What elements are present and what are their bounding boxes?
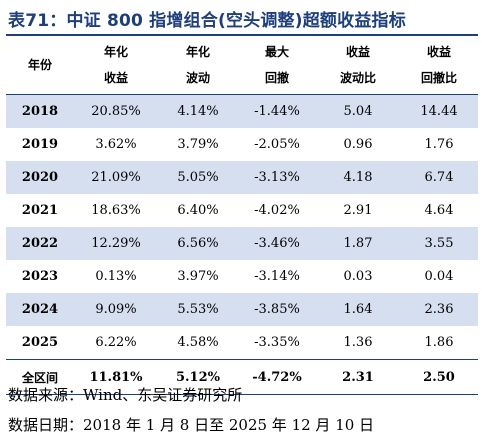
cell-total-annual-return: 11.81% bbox=[74, 359, 158, 395]
cell-return-drawdown-ratio: 4.64 bbox=[424, 203, 454, 218]
cell-annual-return: 21.09% bbox=[74, 161, 158, 194]
table-row: 2025 6.22% 4.58% -3.35% 1.36 1.86 bbox=[6, 326, 478, 360]
table-row: 2022 12.29% 6.56% -3.46% 1.87 3.55 bbox=[6, 227, 478, 260]
cell-return-volatility-ratio: 1.87 bbox=[316, 227, 400, 260]
header-annual-return: 年化 收益 bbox=[74, 36, 158, 95]
cell-max-drawdown: -3.46% bbox=[238, 227, 316, 260]
cell-annual-volatility: 3.97% bbox=[177, 269, 219, 284]
cell-return-volatility-ratio: 4.18 bbox=[316, 161, 400, 194]
table-row: 2020 21.09% 5.05% -3.13% 4.18 6.74 bbox=[6, 161, 478, 194]
header-year: 年份 bbox=[6, 36, 74, 95]
header-annual-return-line1: 年化 bbox=[103, 45, 128, 59]
cell-annual-volatility: 4.14% bbox=[158, 94, 238, 128]
cell-total-return-volatility-ratio: 2.31 bbox=[316, 359, 400, 395]
cell-annual-return: 0.13% bbox=[95, 269, 137, 284]
cell-year: 2025 bbox=[21, 335, 59, 350]
header-return-volatility-ratio: 收益 波动比 bbox=[316, 36, 400, 95]
top-rule bbox=[6, 34, 478, 36]
cell-return-volatility-ratio: 1.64 bbox=[316, 293, 400, 326]
cell-annual-volatility: 6.56% bbox=[158, 227, 238, 260]
header-max-drawdown: 最大 回撤 bbox=[238, 36, 316, 95]
cell-year: 2020 bbox=[6, 161, 74, 194]
cell-return-drawdown-ratio: 0.04 bbox=[424, 269, 454, 284]
table-row: 2021 18.63% 6.40% -4.02% 2.91 4.64 bbox=[6, 194, 478, 227]
header-annual-return-line2: 收益 bbox=[103, 71, 128, 85]
cell-return-volatility-ratio: 5.04 bbox=[316, 94, 400, 128]
header-return-volatility-ratio-line1: 收益 bbox=[345, 45, 370, 59]
cell-return-volatility-ratio: 0.96 bbox=[343, 137, 373, 152]
cell-return-drawdown-ratio: 2.36 bbox=[400, 293, 478, 326]
cell-return-drawdown-ratio: 14.44 bbox=[400, 94, 478, 128]
cell-annual-volatility: 6.40% bbox=[177, 203, 219, 218]
cell-annual-volatility: 5.05% bbox=[158, 161, 238, 194]
cell-total-max-drawdown: -4.72% bbox=[238, 359, 316, 395]
cell-annual-return: 12.29% bbox=[74, 227, 158, 260]
cell-year: 2024 bbox=[6, 293, 74, 326]
cell-annual-return: 9.09% bbox=[74, 293, 158, 326]
cell-max-drawdown: -3.13% bbox=[238, 161, 316, 194]
cell-total-annual-volatility: 5.12% bbox=[158, 359, 238, 395]
cell-return-drawdown-ratio: 3.55 bbox=[400, 227, 478, 260]
cell-max-drawdown: -1.44% bbox=[238, 94, 316, 128]
cell-max-drawdown: -4.02% bbox=[254, 203, 300, 218]
header-max-drawdown-line2: 回撤 bbox=[264, 71, 289, 85]
cell-return-volatility-ratio: 2.91 bbox=[343, 203, 373, 218]
cell-year: 2019 bbox=[21, 137, 59, 152]
cell-return-volatility-ratio: 0.03 bbox=[343, 269, 373, 284]
cell-year: 2018 bbox=[6, 94, 74, 128]
header-annual-volatility-line1: 年化 bbox=[185, 45, 210, 59]
cell-annual-volatility: 4.58% bbox=[177, 335, 219, 350]
header-annual-volatility-line2: 波动 bbox=[185, 71, 210, 85]
header-year-label: 年份 bbox=[27, 58, 52, 72]
header-row: 年份 年化 收益 年化 波动 最大 回撤 收益 波动比 收益 回撤比 bbox=[6, 36, 478, 95]
header-return-volatility-ratio-line2: 波动比 bbox=[339, 71, 376, 85]
table-title: 表71：中证 800 指增组合(空头调整)超额收益指标 bbox=[8, 11, 406, 31]
cell-total-return-drawdown-ratio: 2.50 bbox=[400, 359, 478, 395]
data-date-note: 数据日期：2018 年 1 月 8 日至 2025 年 12 月 10 日 bbox=[8, 416, 375, 434]
header-return-drawdown-ratio-line2: 回撤比 bbox=[420, 71, 457, 85]
cell-period-label: 全区间 bbox=[6, 359, 74, 395]
header-return-drawdown-ratio: 收益 回撤比 bbox=[400, 36, 478, 95]
cell-return-volatility-ratio: 1.36 bbox=[343, 335, 373, 350]
table-row: 2023 0.13% 3.97% -3.14% 0.03 0.04 bbox=[6, 260, 478, 293]
table-row: 2018 20.85% 4.14% -1.44% 5.04 14.44 bbox=[6, 94, 478, 128]
total-row: 全区间 11.81% 5.12% -4.72% 2.31 2.50 bbox=[6, 359, 478, 395]
cell-annual-volatility: 3.79% bbox=[177, 137, 219, 152]
table-row: 2019 3.62% 3.79% -2.05% 0.96 1.76 bbox=[6, 128, 478, 161]
header-return-drawdown-ratio-line1: 收益 bbox=[426, 45, 451, 59]
cell-year: 2023 bbox=[21, 269, 59, 284]
cell-annual-return: 6.22% bbox=[95, 335, 137, 350]
cell-annual-return: 20.85% bbox=[74, 94, 158, 128]
table-row: 2024 9.09% 5.53% -3.85% 1.64 2.36 bbox=[6, 293, 478, 326]
header-annual-volatility: 年化 波动 bbox=[158, 36, 238, 95]
data-source-note: 数据来源：Wind、东吴证券研究所 bbox=[8, 386, 243, 404]
cell-return-drawdown-ratio: 1.86 bbox=[424, 335, 454, 350]
cell-year: 2022 bbox=[6, 227, 74, 260]
cell-annual-return: 3.62% bbox=[95, 137, 137, 152]
cell-annual-volatility: 5.53% bbox=[158, 293, 238, 326]
cell-year: 2021 bbox=[21, 203, 59, 218]
cell-return-drawdown-ratio: 1.76 bbox=[424, 137, 454, 152]
cell-return-drawdown-ratio: 6.74 bbox=[400, 161, 478, 194]
cell-max-drawdown: -3.14% bbox=[254, 269, 300, 284]
metrics-table: 年份 年化 收益 年化 波动 最大 回撤 收益 波动比 收益 回撤比 bbox=[6, 36, 478, 395]
cell-annual-return: 18.63% bbox=[91, 203, 141, 218]
cell-max-drawdown: -3.35% bbox=[254, 335, 300, 350]
cell-max-drawdown: -3.85% bbox=[238, 293, 316, 326]
cell-max-drawdown: -2.05% bbox=[254, 137, 300, 152]
header-max-drawdown-line1: 最大 bbox=[264, 45, 289, 59]
